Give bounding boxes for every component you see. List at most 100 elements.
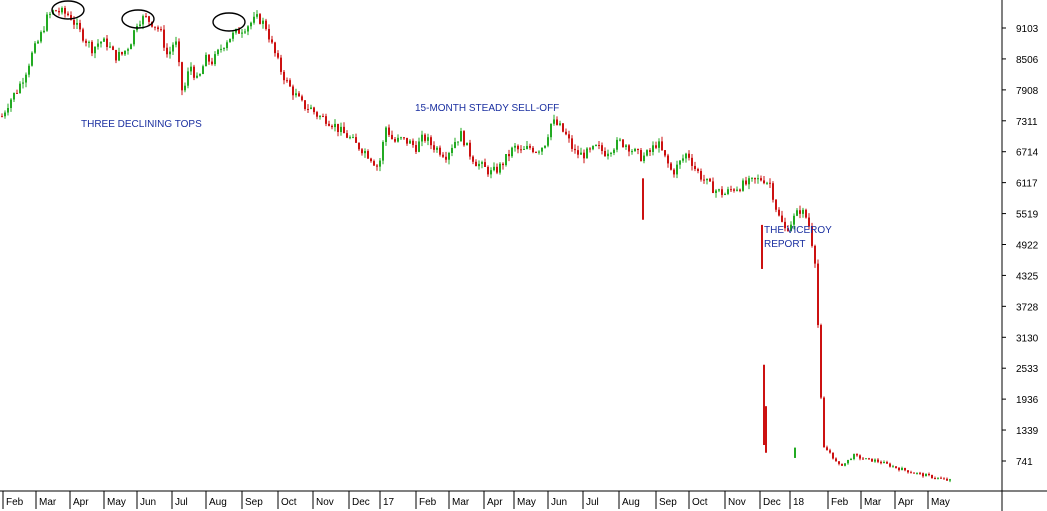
candle-body [91,41,93,54]
candle-body [163,29,165,48]
candle-body [619,139,621,141]
candle-body [892,466,894,468]
candle-body [184,85,186,91]
candle-body [292,86,294,96]
candle-body [88,41,90,43]
candle-body [214,54,216,65]
candle-body [820,325,822,398]
candle-body [709,178,711,182]
candle-body [334,123,336,128]
candle-body [100,41,102,44]
candle-body [352,137,354,139]
candle-body [601,145,603,151]
y-tick-label: 7311 [1016,117,1038,128]
candle-body [607,153,609,157]
candle-body [595,144,597,146]
candle-body [598,144,600,146]
top-markers [51,0,246,32]
candle-body [865,458,867,460]
candle-body [139,24,141,27]
candle-body [85,40,87,43]
x-tick-label: Apr [487,497,503,508]
candle-body [934,477,936,479]
candle-body [259,14,261,24]
y-tick-label: 4922 [1016,241,1039,252]
candle-body [547,137,549,146]
candle-body [685,153,687,159]
candle-body [640,150,642,162]
y-tick-label: 7908 [1016,86,1039,97]
candle-body [832,452,834,459]
candle-body [775,199,777,210]
candle-body [838,461,840,464]
candle-body [565,131,567,135]
candle-body [130,44,132,50]
candle-body [22,82,24,84]
candle-body [805,209,807,218]
candle-body [751,177,753,179]
candle-body [505,153,507,166]
candle-body [475,161,477,167]
candle-body [883,462,885,464]
candle-body [403,137,405,139]
candle-body [97,43,99,47]
candle-body [508,153,510,157]
candle-body [868,458,870,460]
candle-body [787,228,789,232]
candle-body [10,99,12,108]
candle-body [544,145,546,148]
candle-body [271,39,273,43]
candle-body [673,169,675,175]
y-axis: 9103 8506 7908 7311 6714 6117 5519 4922 4325 3728… [1002,24,1039,468]
candle-body [916,472,918,474]
candle-body [379,160,381,167]
candle-body [355,137,357,143]
candle-body [724,193,726,195]
candle-body [658,141,660,148]
candle-body [211,61,213,65]
candle-body [94,46,96,54]
candle-body [589,148,591,150]
candle-body [649,150,651,152]
candle-body [430,137,432,146]
candle-body [34,43,36,53]
candle-body [280,57,282,72]
candle-body [541,147,543,152]
x-tick-label: May [931,497,950,508]
candle-body [295,93,297,96]
candle-body [61,8,63,13]
candle-body [376,165,378,167]
candle-body [835,458,837,462]
candle-body [169,51,171,55]
candle-body [424,134,426,141]
candle-body [910,472,912,474]
candle-body [700,170,702,180]
candle-body [229,38,231,43]
candle-body [571,138,573,149]
candle-body [439,147,441,155]
candle-body [604,150,606,157]
candle-body [391,134,393,140]
candle-body [712,181,714,193]
candle-body [337,123,339,133]
candle-body [904,467,906,471]
candle-body [628,145,630,152]
candle-body [289,80,291,87]
candle-body [667,155,669,164]
candle-body [553,119,555,124]
candle-body [157,27,159,30]
candle-body [814,245,816,264]
x-tick-label: Mar [452,497,470,508]
candle-body [631,151,633,153]
candle-body [802,209,804,214]
x-tick-label: Jul [175,497,188,508]
candle-body [889,463,891,467]
candle-body [196,75,198,78]
candle-body [769,182,771,184]
candle-body [481,162,483,164]
candle-body [613,149,615,153]
candle-body [535,152,537,154]
candle-body [277,53,279,58]
y-tick-label: 1936 [1016,395,1039,406]
